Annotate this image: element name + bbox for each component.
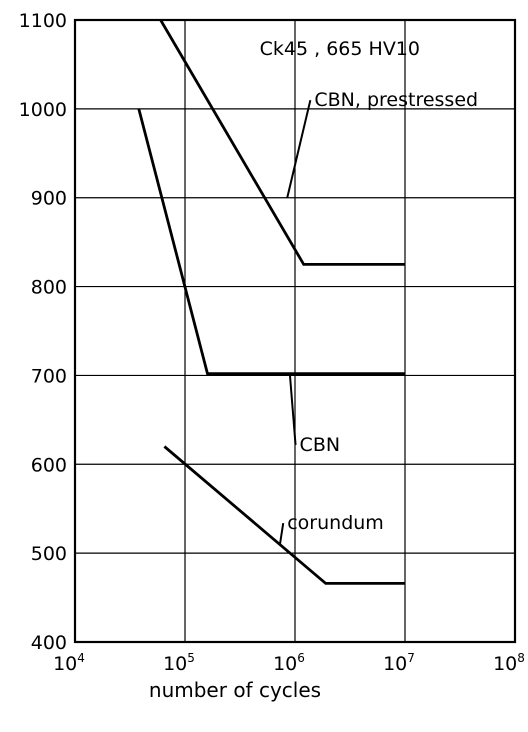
y-tick-label: 1000	[19, 99, 67, 121]
x-tick-base: 10	[273, 653, 297, 675]
x-tick-base: 10	[53, 653, 77, 675]
x-tick-label: 104	[53, 651, 85, 675]
x-tick-label: 105	[163, 651, 195, 675]
y-tick-labels: 400 500 600 700 800 900 1000 1100	[19, 10, 67, 654]
x-tick-label: 108	[493, 651, 525, 675]
x-tick-base: 10	[493, 653, 517, 675]
y-tick-label: 700	[31, 365, 67, 387]
series-label: CBN, prestressed	[314, 89, 478, 111]
x-tick-base: 10	[383, 653, 407, 675]
y-tick-label: 800	[31, 277, 67, 299]
leader-line	[278, 522, 285, 545]
axes	[73, 18, 517, 644]
y-tick-label: 500	[31, 543, 67, 565]
y-tick-label: 600	[31, 454, 67, 476]
x-tick-label: 106	[273, 651, 305, 675]
x-tick-exponent: 8	[517, 651, 525, 665]
series-line	[163, 445, 405, 585]
series-label: corundum	[287, 512, 384, 534]
y-tick-label: 1100	[19, 10, 67, 32]
x-tick-labels: 104 105 106 107 108	[53, 651, 525, 675]
x-tick-base: 10	[163, 653, 187, 675]
plot-frame	[73, 18, 517, 644]
series-line	[159, 19, 405, 266]
x-axis-label: number of cycles	[149, 678, 321, 702]
y-tick-label: 400	[31, 632, 67, 654]
leader-line	[288, 375, 297, 446]
y-tick-label: 900	[31, 188, 67, 210]
x-tick-label: 107	[383, 651, 415, 675]
leader-line	[286, 99, 312, 198]
series-label: CBN	[300, 434, 341, 456]
series-labels: CBN, prestressed CBN corundum	[278, 89, 478, 545]
x-tick-exponent: 4	[77, 651, 85, 665]
series-group	[137, 19, 405, 585]
chart-title: Ck45 , 665 HV10	[260, 38, 420, 60]
series-line	[137, 108, 405, 376]
x-tick-exponent: 6	[297, 651, 305, 665]
x-tick-exponent: 5	[187, 651, 195, 665]
x-tick-exponent: 7	[407, 651, 415, 665]
